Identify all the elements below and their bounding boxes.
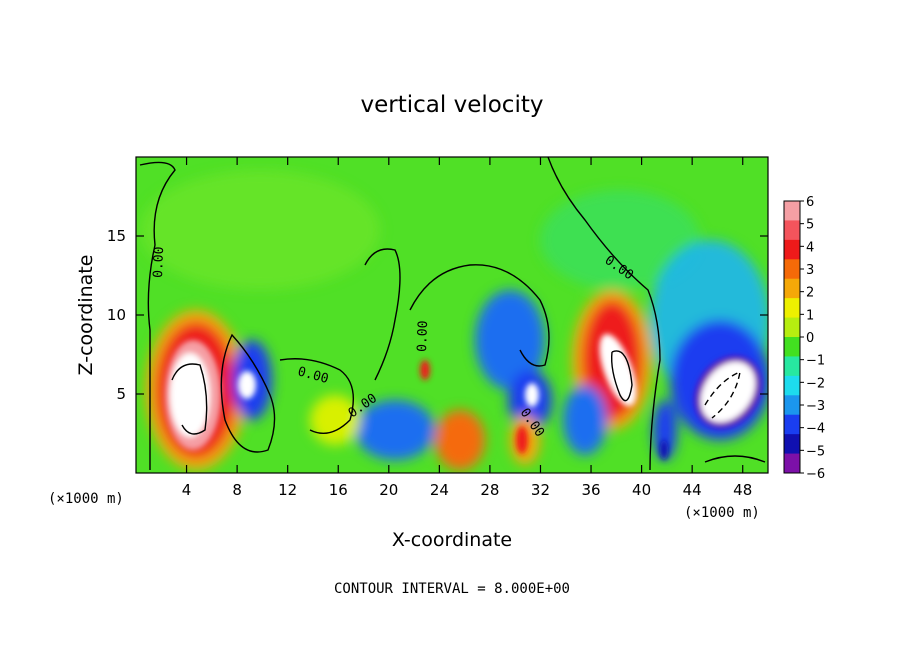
x-tick-label: 16 [329, 481, 348, 499]
plot-area: 0.00 0.00 0.00 0.00 0.00 0.00 [136, 157, 768, 473]
colorbar-swatch [784, 395, 800, 416]
x-axis: 4 8 12 16 20 24 28 32 36 40 44 48 [182, 157, 752, 499]
colorbar-label: −1 [806, 354, 825, 369]
colorbar-label: −6 [806, 467, 825, 482]
field-blob [435, 410, 485, 470]
colorbar-swatch [784, 259, 800, 280]
x-unit-label-right: (×1000 m) [684, 505, 760, 521]
zero-contour [409, 264, 550, 367]
field-blob [140, 170, 380, 290]
colorbar-swatch [784, 298, 800, 319]
x-tick-label: 44 [683, 481, 702, 499]
zero-contour [547, 157, 661, 471]
y-tick-label: 10 [107, 306, 126, 324]
x-tick-label: 8 [232, 481, 242, 499]
x-tick-label: 12 [278, 481, 297, 499]
colorbar-label: 5 [806, 218, 814, 233]
x-tick-label: 20 [379, 481, 398, 499]
contour-label: 0.00 [415, 320, 431, 352]
x-tick-label: 24 [430, 481, 449, 499]
colorbar-label: 0 [806, 331, 814, 346]
y-axis-label: Z-coordinate [75, 255, 97, 376]
contour-label: 0.00 [151, 246, 167, 278]
colorbar-swatch [784, 434, 800, 455]
colorbar-label: 6 [806, 195, 814, 210]
field-blob [700, 361, 756, 423]
field-blob [516, 426, 528, 454]
contour-lines [139, 157, 766, 471]
field-blob [653, 400, 677, 460]
colorbar-swatch [784, 278, 800, 299]
colorbar-swatch [784, 375, 800, 396]
colorbar-swatch [784, 453, 800, 474]
y-tick-label: 5 [116, 385, 126, 403]
zero-contour [171, 363, 208, 435]
colorbar-swatch [784, 356, 800, 377]
zero-contour [139, 161, 176, 470]
x-tick-label: 48 [733, 481, 752, 499]
field-blob [563, 385, 607, 455]
zero-contour [220, 333, 276, 453]
field-blob [540, 190, 700, 290]
colorbar-swatch [784, 337, 800, 357]
field-blob [475, 290, 545, 390]
colorbar-label: −4 [806, 422, 825, 437]
colorbar-label: 1 [806, 308, 814, 323]
colorbar-swatch [784, 220, 800, 241]
y-tick-label: 15 [107, 227, 126, 245]
zero-contour [610, 350, 633, 402]
colorbar-label: −3 [806, 399, 825, 414]
field-blob [238, 371, 256, 399]
colorbar-swatch [784, 239, 800, 260]
chart-title: vertical velocity [361, 92, 544, 118]
field-blob [420, 360, 430, 380]
field-blob [310, 395, 360, 445]
x-tick-label: 4 [182, 481, 192, 499]
field-blob [170, 353, 210, 437]
colorbar: 6 5 4 3 2 1 0 −1 −2 −3 −4 −5 −6 [783, 195, 825, 482]
colorbar-label: −5 [806, 444, 825, 459]
x-tick-label: 36 [581, 481, 600, 499]
zero-contour [364, 248, 401, 381]
field-blob [355, 400, 435, 460]
field-blob [525, 383, 539, 407]
x-tick-label: 32 [531, 481, 550, 499]
colorbar-label: 3 [806, 263, 814, 278]
field-blob [660, 440, 668, 460]
x-axis-label: X-coordinate [392, 529, 512, 551]
colorbar-swatch [784, 414, 800, 435]
x-unit-label-left: (×1000 m) [48, 491, 124, 507]
y-axis: 5 10 15 [107, 227, 768, 403]
colorbar-swatch [784, 201, 800, 221]
zero-contour [279, 358, 354, 434]
colorbar-label: 2 [806, 286, 814, 301]
field-layer-core [165, 333, 761, 460]
zero-contour [704, 455, 766, 463]
colorbar-label: 4 [806, 240, 814, 255]
contour-interval: CONTOUR INTERVAL = 8.000E+00 [334, 581, 570, 597]
colorbar-swatch [784, 317, 800, 338]
x-tick-label: 40 [632, 481, 651, 499]
field-blob [599, 333, 637, 407]
zero-contour [704, 370, 741, 419]
colorbar-label: −2 [806, 376, 825, 391]
x-tick-label: 28 [480, 481, 499, 499]
